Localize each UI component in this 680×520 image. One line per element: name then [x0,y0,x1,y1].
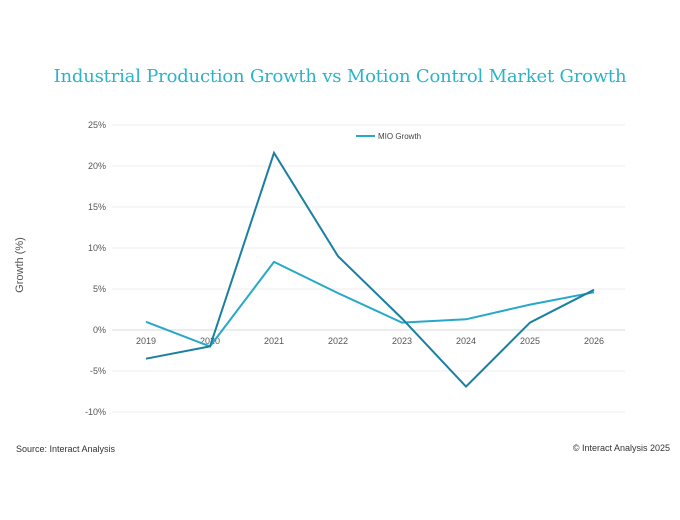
y-tick-label: 15% [88,202,106,212]
y-tick-label: 20% [88,161,106,171]
y-tick-label: 5% [93,284,106,294]
x-tick-label-2025: 2025 [520,336,540,346]
gridlines [112,124,625,413]
legend: MIO Growth [356,132,421,141]
source-note: Source: Interact Analysis [16,444,116,454]
y-tick-label: 10% [88,243,106,253]
y-tick-label: -5% [90,366,106,376]
x-tick-label-2026: 2026 [584,336,604,346]
x-tick-label-2020: 2020 [200,336,220,346]
series-line-1 [145,260,595,348]
x-tick-labels: 2019 2020 2021 2022 2023 2024 2025 2026 [136,336,604,346]
y-tick-label: 0% [93,325,106,335]
chart-title: Industrial Production Growth vs Motion C… [53,66,627,87]
y-tick-label: -10% [85,407,106,417]
series-lines [145,150,595,389]
x-tick-label-2024: 2024 [456,336,476,346]
copyright-note: © Interact Analysis 2025 [572,443,670,453]
legend-label-mio-growth: MIO Growth [378,132,421,141]
y-tick-label: 25% [88,120,106,130]
x-tick-label-2021: 2021 [264,336,284,346]
x-tick-label-2019: 2019 [136,336,156,346]
x-tick-label-2022: 2022 [328,336,348,346]
series-line-2 [145,150,595,389]
x-tick-label-2023: 2023 [392,336,412,346]
y-tick-labels: 25% 20% 15% 10% 5% 0% -5% -10% [85,120,106,417]
